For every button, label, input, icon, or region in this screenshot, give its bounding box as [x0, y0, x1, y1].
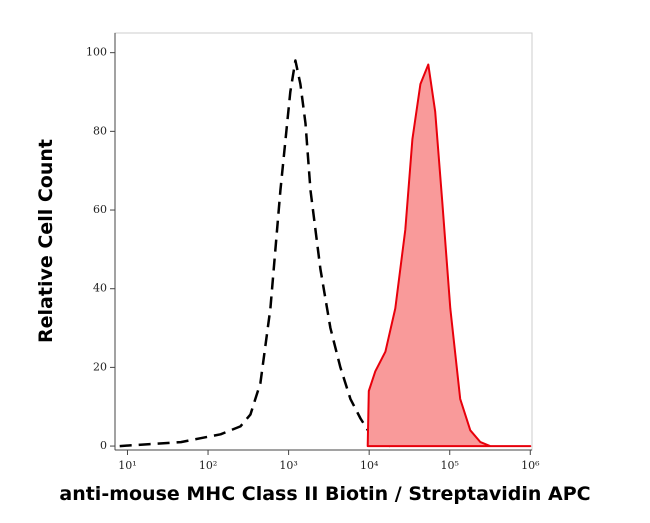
- y-tick-label: 0: [100, 439, 107, 452]
- x-tick-label: 10³: [279, 459, 297, 472]
- x-tick-label: 10⁴: [360, 459, 379, 472]
- area-series: [366, 63, 532, 448]
- x-tick-label: 10¹: [118, 459, 136, 472]
- y-tick-label: 20: [93, 360, 107, 373]
- y-tick-label: 100: [86, 46, 107, 59]
- y-tick-label: 60: [93, 203, 107, 216]
- y-tick-label: 80: [93, 124, 107, 137]
- x-tick-label: 10²: [199, 459, 217, 472]
- y-tick-label: 40: [93, 282, 107, 295]
- y-axis-label: Relative Cell Count: [35, 139, 57, 343]
- x-tick-label: 10⁶: [521, 459, 540, 472]
- x-axis-label: anti-mouse MHC Class II Biotin / Strepta…: [59, 483, 590, 505]
- x-tick-label: 10⁵: [441, 459, 459, 472]
- plot-frame: [114, 32, 533, 451]
- line-series: [119, 59, 391, 448]
